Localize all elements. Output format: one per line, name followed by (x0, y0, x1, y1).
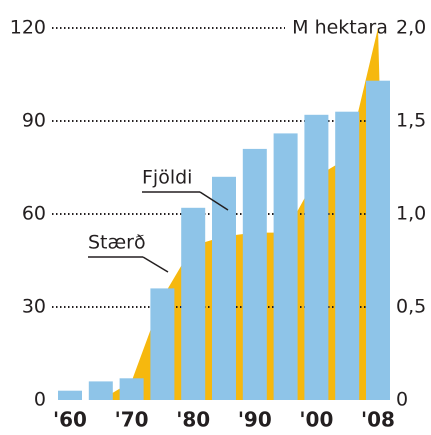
y-tick-label: 90 (22, 110, 46, 132)
y2-tick-label: 2,0 (396, 17, 426, 39)
y2-tick-label: 1,5 (396, 110, 426, 132)
bar (273, 133, 298, 400)
annotation: Stærð (88, 232, 146, 254)
leader (199, 191, 229, 211)
y2-tick-label: 1,0 (396, 203, 426, 225)
x-tick-label: '08 (361, 408, 395, 432)
y-tick-label: 60 (22, 203, 46, 225)
bar (58, 390, 82, 400)
bar (88, 381, 113, 400)
bar (242, 148, 267, 400)
bar (366, 80, 390, 400)
y-tick-label: 30 (22, 296, 46, 318)
x-tick-label: '90 (238, 408, 272, 432)
annotation: Fjöldi (142, 167, 192, 189)
x-tick-label: '00 (299, 408, 333, 432)
bar (181, 207, 206, 400)
x-tick-label: '70 (115, 408, 149, 432)
y2-tick-label: 0,5 (396, 296, 426, 318)
bar (212, 176, 236, 400)
bar (150, 288, 175, 400)
y-tick-label: 120 (10, 17, 46, 39)
y-tick-label: 0 (34, 389, 46, 411)
bar (119, 378, 144, 400)
x-tick-label: '80 (176, 408, 210, 432)
y2-tick-label: 0 (396, 389, 408, 411)
bar (335, 111, 360, 400)
leader (142, 256, 169, 273)
x-tick-label: '60 (53, 408, 87, 432)
bar (304, 114, 329, 401)
y2-axis-label: M hektara (292, 17, 388, 39)
